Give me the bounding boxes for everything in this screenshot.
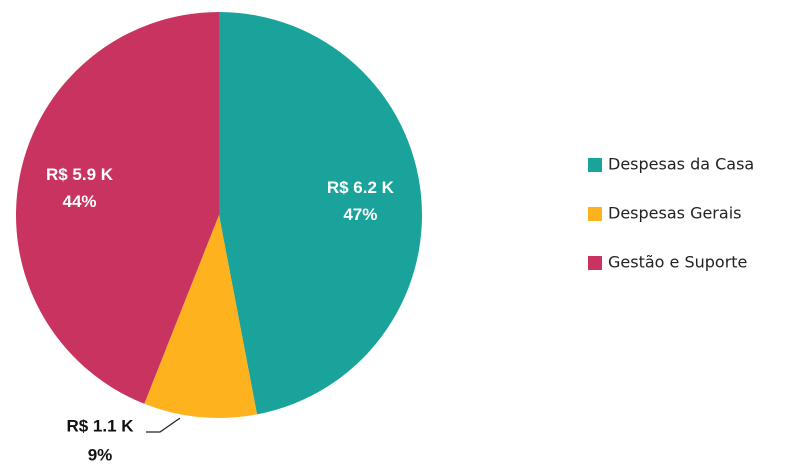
- percent-label: 9%: [88, 445, 113, 464]
- amount-label: R$ 6.2 K: [327, 178, 395, 197]
- legend-swatch: [588, 256, 602, 270]
- leader-line: [146, 417, 181, 433]
- legend-swatch: [588, 158, 602, 172]
- legend-label: Gestão e Suporte: [608, 253, 747, 272]
- percent-label: 47%: [343, 205, 377, 224]
- legend-label: Despesas da Casa: [608, 155, 754, 174]
- legend-swatch: [588, 207, 602, 221]
- pie-slice: [219, 12, 422, 415]
- pie-slice: [144, 215, 258, 418]
- amount-label: R$ 1.1 K: [66, 416, 134, 435]
- amount-label: R$ 5.9 K: [46, 165, 114, 184]
- legend-label: Despesas Gerais: [608, 204, 741, 223]
- percent-label: 44%: [62, 192, 96, 211]
- pie-slice: [15, 12, 219, 404]
